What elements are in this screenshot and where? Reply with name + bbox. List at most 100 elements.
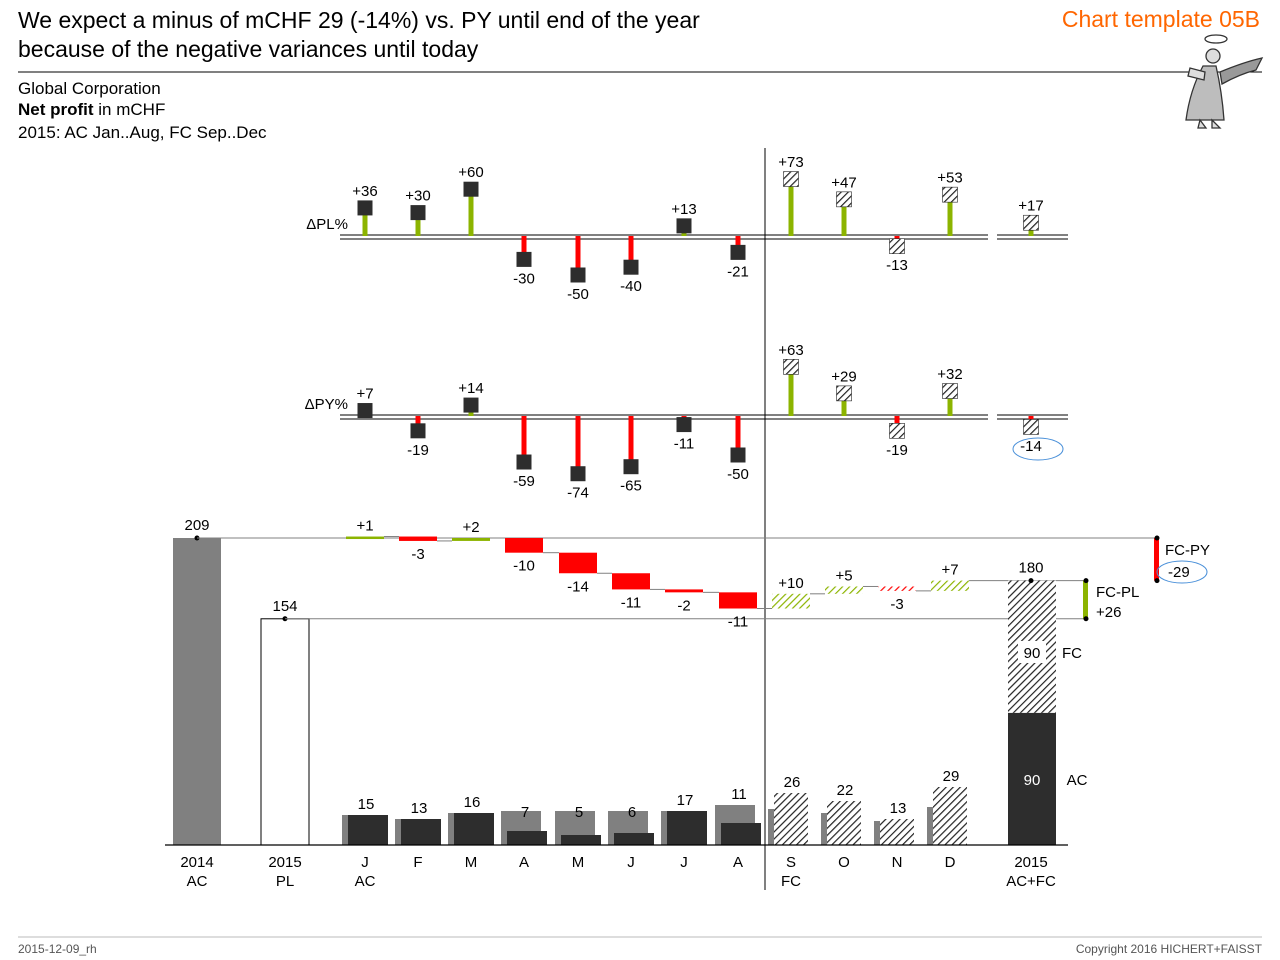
waterfall-label-3: +2 (462, 519, 479, 536)
column-label-6: 6 (628, 804, 636, 821)
waterfall-bar-8 (719, 592, 757, 609)
delta-py-point-3-head (463, 397, 479, 413)
measure-unit: in mCHF (94, 100, 166, 119)
waterfall-label-12: +7 (941, 562, 958, 579)
delta-py-point-9-head (783, 359, 799, 375)
delta-py-point-10-label: +29 (831, 368, 856, 385)
delta-py-point-4-pin (521, 416, 527, 463)
bar-2015-pl (260, 618, 310, 846)
delta-py-point-8-pin (735, 416, 741, 455)
delta-py-point-5-label: -74 (567, 485, 589, 502)
delta-pl-point-9-label: +73 (778, 154, 803, 171)
delta-pl-point-9-head (783, 171, 799, 187)
column-py-10 (821, 813, 827, 845)
delta-pl-point-7-head (676, 218, 692, 234)
waterfall-bar-10 (825, 586, 863, 594)
delta-pl-point-9-pin (788, 179, 794, 236)
delta-pl-point-12-label: +53 (937, 170, 962, 187)
delta-py-total-label: -14 (1020, 438, 1042, 455)
ac-segment-name: AC (1067, 772, 1088, 789)
delta-pl-axis-gap (988, 232, 997, 242)
axis-label-12: O (838, 854, 850, 871)
fc-py-highlight (1156, 560, 1208, 584)
axis-label-8: J (627, 854, 635, 871)
axis-label-7: M (572, 854, 585, 871)
template-label: Chart template 05B (1062, 6, 1260, 32)
fc-py-label: FC-PY (1165, 542, 1210, 559)
column-label-2: 13 (411, 800, 428, 817)
waterfall-label-10: +5 (835, 567, 852, 584)
delta-pl-axis-label: ΔPL% (306, 216, 348, 233)
delta-py-point-11-label: -19 (886, 442, 908, 459)
delta-pl-point-11-head (889, 238, 905, 254)
waterfall-bar-3 (452, 538, 490, 541)
delta-pl-point-10-head (836, 191, 852, 208)
waterfall-bar-12 (931, 580, 969, 591)
delta-pl-point-2-label: +30 (405, 188, 430, 205)
delta-pl-point-6-pin (628, 236, 634, 268)
delta-py-point-7-label: -11 (674, 436, 695, 453)
fc-value-box (1018, 641, 1046, 663)
axis-sublabel-11: FC (781, 873, 801, 890)
column-fc-10 (827, 801, 861, 845)
delta-pl-point-5-pin (575, 236, 581, 275)
delta-py-point-7-head (676, 417, 692, 433)
delta-py-point-8-head (730, 447, 746, 463)
bar-2015-ac-segment (1008, 712, 1056, 845)
delta-pl-point-2-head (410, 205, 426, 221)
waterfall-label-2: -3 (411, 546, 424, 563)
measure-bold: Net profit (18, 100, 94, 119)
waterfall-bar-11 (878, 586, 916, 591)
axis-sublabel-2: PL (276, 873, 294, 890)
axis-label-11: S (786, 854, 796, 871)
delta-pl-point-11-label: -13 (886, 257, 908, 274)
delta-py-point-4-head (516, 454, 532, 470)
delta-pl-point-1-head (357, 200, 373, 216)
waterfall-label-11: -3 (890, 596, 903, 613)
bar-2015-pl-label: 154 (272, 598, 297, 615)
delta-pl-point-4-pin (521, 236, 527, 260)
waterfall-label-4: -10 (513, 558, 535, 575)
delta-pl-total-head (1023, 214, 1039, 231)
axis-label-13: N (892, 854, 903, 871)
axis-sublabel-1: AC (187, 873, 208, 890)
delta-py-point-10-head (836, 385, 852, 402)
delta-py-point-12-pin (947, 391, 953, 416)
delta-pl-point-5-head (570, 267, 586, 283)
delta-pl-total-label: +17 (1018, 198, 1043, 215)
axis-label-3: J (361, 854, 369, 871)
delta-py-point-2-label: -19 (407, 442, 429, 459)
axis-label-14: D (945, 854, 956, 871)
fc-py-dot-bottom (1154, 578, 1160, 584)
axis-label-2: 2015 (268, 854, 301, 871)
column-fc-11 (880, 819, 914, 845)
delta-pl-point-4-label: -30 (513, 270, 535, 287)
delta-pl-point-4-head (516, 251, 532, 267)
delta-pl-point-5-label: -50 (567, 286, 589, 303)
axis-label-6: A (519, 854, 529, 871)
delta-py-point-2-head (410, 423, 426, 439)
bar-2014-ac (173, 538, 221, 845)
delta-pl-point-6-head (623, 259, 639, 275)
delta-py-point-4-label: -59 (513, 473, 535, 490)
org-name: Global Corporation (18, 79, 161, 98)
delta-py-point-12-label: +32 (937, 366, 962, 383)
delta-pl-point-12-pin (947, 194, 953, 236)
column-label-8: 11 (731, 786, 747, 803)
column-ac-1 (348, 815, 388, 845)
waterfall-label-7: -2 (677, 597, 690, 614)
axis-sublabel-15: AC+FC (1006, 873, 1056, 890)
fc-pl-dot-bottom (1083, 616, 1089, 622)
axis-sublabel-3: AC (355, 873, 376, 890)
waterfall-label-6: -11 (621, 594, 642, 611)
waterfall-bar-6 (612, 573, 650, 590)
delta-pl-point-7-label: +13 (671, 201, 696, 218)
axis-label-5: M (465, 854, 478, 871)
axis-label-10: A (733, 854, 743, 871)
bar-2014-ac-label: 209 (184, 517, 209, 534)
delta-py-total-highlight (1012, 437, 1064, 461)
delta-pl-point-10-pin (841, 199, 847, 236)
fc-pl-value: +26 (1096, 604, 1121, 621)
delta-pl-point-1-label: +36 (352, 183, 377, 200)
